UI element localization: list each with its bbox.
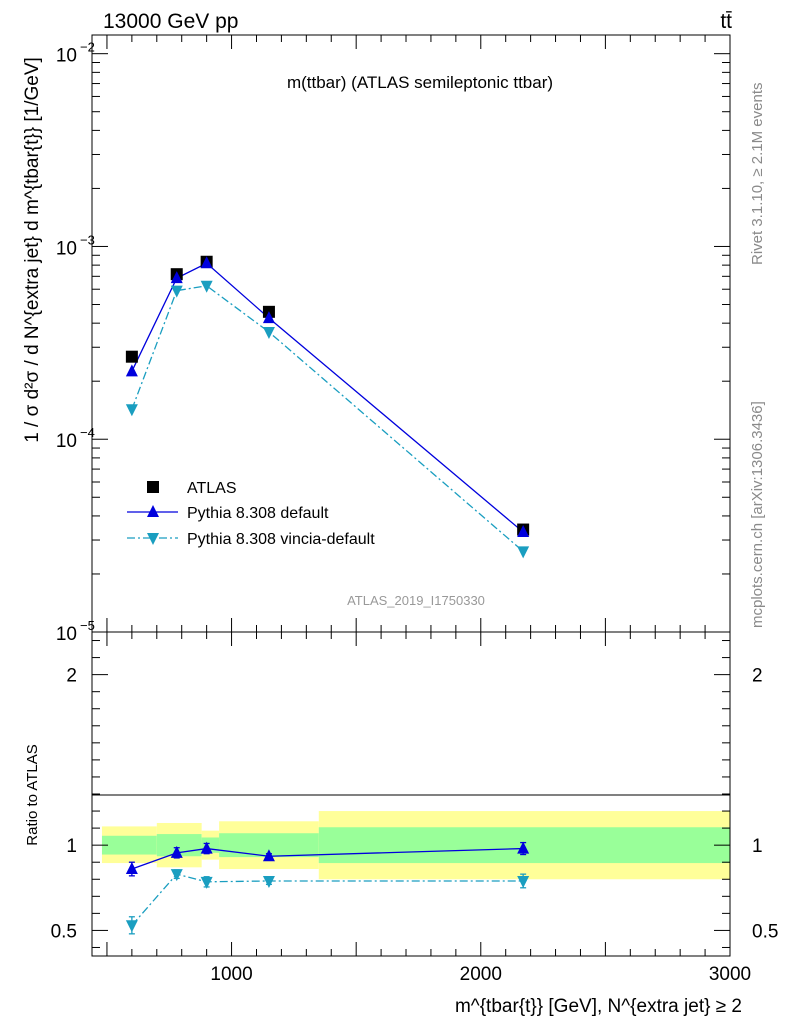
triangle-up-marker bbox=[200, 841, 213, 854]
y-tick-exponent: −4 bbox=[80, 425, 95, 440]
triangle-up-marker bbox=[125, 862, 138, 875]
triangle-down-marker bbox=[262, 875, 275, 888]
y-tick-label: 10 bbox=[56, 238, 77, 259]
y-tick-label: 10 bbox=[56, 46, 77, 67]
x-tick-label: 1000 bbox=[210, 964, 252, 985]
ratio-y-tick-labels: 0.5 0.5 1 1 2 2 bbox=[51, 666, 779, 943]
rivet-label: Rivet 3.1.10, ≥ 2.1M events bbox=[749, 83, 766, 266]
square-marker bbox=[147, 481, 159, 493]
triangle-up-marker bbox=[262, 849, 275, 862]
x-tick-label: 3000 bbox=[709, 964, 751, 985]
main-data-layer bbox=[125, 255, 530, 559]
ratio-y-axis-label: Ratio to ATLAS bbox=[24, 744, 41, 845]
ratio-y-tick-label-right: 1 bbox=[752, 836, 763, 857]
header-right: tt̄ bbox=[720, 10, 732, 33]
series-line bbox=[131, 285, 524, 552]
mcplots-label: mcplots.cern.ch [arXiv:1306.3436] bbox=[749, 401, 766, 628]
y-tick-label: 10 bbox=[56, 624, 77, 645]
ratio-series-line bbox=[131, 873, 524, 926]
x-tick-label: 2000 bbox=[460, 964, 502, 985]
legend-label: Pythia 8.308 default bbox=[187, 505, 329, 522]
triangle-up-marker bbox=[125, 364, 138, 377]
main-axis-ticks bbox=[92, 35, 731, 633]
triangle-down-marker bbox=[147, 533, 159, 545]
legend-label: Pythia 8.308 vincia-default bbox=[187, 531, 375, 548]
y-tick-label: 10 bbox=[56, 431, 77, 452]
main-title: m(ttbar) (ATLAS semileptonic ttbar) bbox=[287, 73, 553, 92]
ratio-y-tick-label-right: 0.5 bbox=[752, 921, 778, 942]
main-y-tick-labels: 10−210−310−410−5 bbox=[56, 40, 95, 645]
triangle-up-marker bbox=[147, 505, 159, 517]
triangle-down-marker bbox=[517, 546, 530, 559]
y-tick-exponent: −3 bbox=[80, 232, 95, 247]
legend: ATLAS Pythia 8.308 default Pythia 8.308 vi… bbox=[127, 480, 375, 548]
legend-label: ATLAS bbox=[187, 480, 237, 497]
x-tick-labels: 1000 2000 3000 bbox=[210, 964, 751, 985]
triangle-up-marker bbox=[262, 311, 275, 324]
ratio-y-tick-label: 2 bbox=[66, 666, 77, 687]
ratio-uncertainty-bands bbox=[101, 811, 730, 880]
header-left: 13000 GeV pp bbox=[103, 10, 238, 33]
ratio-axis-ticks bbox=[92, 632, 731, 956]
triangle-down-marker bbox=[200, 280, 213, 293]
ratio-y-tick-label: 0.5 bbox=[51, 921, 77, 942]
ratio-panel: Ratio to ATLAS 0.5 0.5 1 1 2 2 1000 2000 3000 m… bbox=[24, 631, 779, 1017]
triangle-up-marker bbox=[170, 845, 183, 858]
triangle-down-marker bbox=[262, 326, 275, 339]
square-marker bbox=[125, 350, 138, 363]
ratio-y-tick-label: 1 bbox=[66, 836, 77, 857]
inner-uncertainty-band bbox=[101, 835, 157, 855]
triangle-down-marker bbox=[125, 920, 138, 933]
triangle-down-marker bbox=[170, 869, 183, 882]
triangle-down-marker bbox=[170, 285, 183, 298]
triangle-up-marker bbox=[200, 256, 213, 269]
triangle-up-marker bbox=[517, 525, 530, 538]
x-axis-label: m^{tbar{t}} [GeV], N^{extra jet} ≥ 2 bbox=[455, 996, 742, 1017]
triangle-down-marker bbox=[125, 404, 138, 417]
triangle-down-marker bbox=[517, 875, 530, 888]
ratio-data-layer bbox=[125, 841, 530, 935]
ratio-y-tick-label-right: 2 bbox=[752, 666, 763, 687]
y-tick-exponent: −2 bbox=[80, 40, 95, 55]
main-y-axis-label: 1 / σ d²σ / d N^{extra jet} d m^{tbar{t}… bbox=[22, 57, 43, 443]
y-tick-exponent: −5 bbox=[80, 618, 95, 633]
triangle-up-marker bbox=[517, 841, 530, 854]
watermark: ATLAS_2019_I1750330 bbox=[347, 593, 485, 608]
triangle-up-marker bbox=[170, 271, 183, 284]
main-panel: m(ttbar) (ATLAS semileptonic ttbar) ATLA… bbox=[22, 34, 731, 645]
ratio-frame bbox=[91, 631, 731, 957]
inner-uncertainty-band bbox=[219, 833, 319, 858]
triangle-down-marker bbox=[200, 876, 213, 889]
